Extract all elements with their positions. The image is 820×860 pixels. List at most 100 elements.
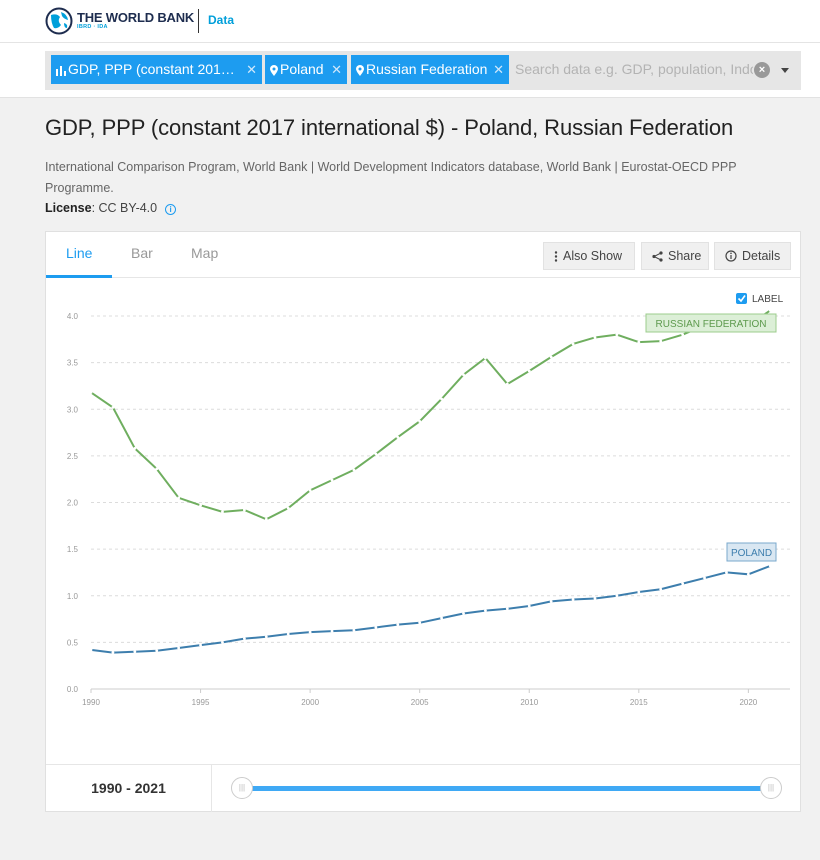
brand-name[interactable]: THE WORLD BANK: [77, 10, 195, 25]
brand-subtitle: IBRD · IDA: [77, 24, 108, 30]
chart-card: Line Bar Map Also Show Share Details 0.0…: [45, 231, 801, 812]
country-chip-poland[interactable]: Poland ✕: [265, 55, 347, 84]
data-point: [505, 382, 509, 386]
data-point: [221, 510, 224, 514]
label-toggle[interactable]: LABEL: [736, 293, 784, 305]
x-tick-label: 1995: [192, 698, 210, 707]
remove-russia-icon[interactable]: ✕: [493, 62, 504, 77]
data-point: [155, 467, 159, 471]
x-tick-label: 2010: [520, 698, 538, 707]
y-tick-label: 4.0: [67, 312, 79, 321]
data-point: [199, 503, 202, 507]
tab-bar[interactable]: Bar: [131, 245, 153, 261]
data-point: [264, 517, 268, 521]
label-toggle-text: LABEL: [752, 294, 784, 305]
remove-indicator-icon[interactable]: ✕: [246, 62, 257, 77]
year-range-label: 1990 - 2021: [46, 765, 212, 812]
active-tab-indicator: [46, 275, 112, 278]
data-point: [374, 452, 378, 456]
data-point: [111, 405, 115, 409]
info-circle-icon: [725, 250, 737, 262]
series-label-russia: RUSSIAN FEDERATION: [645, 313, 777, 333]
data-point: [768, 309, 772, 312]
data-point: [177, 646, 181, 650]
data-point: [308, 630, 312, 634]
info-icon[interactable]: i: [165, 204, 177, 215]
data-point: [396, 435, 400, 439]
year-range-track[interactable]: [242, 786, 772, 791]
data-point: [462, 612, 465, 615]
line-chart: 0.0 0.5 1.0 1.5 2.0 2.5 3.0 3.5 4.0 1990 1995 2000 2…: [67, 293, 790, 707]
y-tick-label: 1.0: [67, 592, 79, 601]
data-point: [549, 599, 553, 603]
data-point: [286, 506, 290, 510]
data-point: [286, 632, 290, 636]
data-point: [396, 623, 400, 627]
series-label-box: [645, 313, 777, 333]
data-point: [221, 640, 224, 644]
series-label-poland: POLAND: [726, 542, 777, 562]
details-label: Details: [742, 249, 781, 263]
checkbox-icon: [736, 293, 747, 304]
license-line: License: CC BY-4.0 i: [45, 201, 177, 215]
data-point: [659, 587, 663, 591]
data-point: [89, 648, 93, 652]
data-point: [242, 508, 246, 512]
data-point: [571, 598, 575, 601]
data-point: [681, 582, 685, 586]
y-tick-label: 2.5: [67, 452, 79, 461]
license-value[interactable]: : CC BY-4.0: [91, 201, 158, 215]
also-show-label: Also Show: [563, 249, 623, 263]
data-point: [352, 468, 356, 472]
data-point: [746, 572, 750, 576]
license-label: License: [45, 201, 92, 215]
y-tick-label: 0.5: [67, 638, 79, 647]
range-start-handle[interactable]: |||: [231, 777, 253, 799]
data-point: [440, 616, 443, 620]
indicator-chip-label: GDP, PPP (constant 2017 international $): [68, 61, 240, 77]
data-point: [418, 419, 422, 423]
map-pin-icon: [270, 65, 278, 76]
data-point: [527, 604, 531, 608]
remove-poland-icon[interactable]: ✕: [331, 62, 342, 77]
tab-line[interactable]: Line: [66, 245, 93, 261]
data-point: [549, 355, 553, 359]
series-label-text: RUSSIAN FEDERATION: [656, 319, 767, 330]
indicator-chip[interactable]: GDP, PPP (constant 2017 international $)…: [51, 55, 262, 84]
share-label: Share: [668, 249, 702, 263]
filter-bar[interactable]: GDP, PPP (constant 2017 international $)…: [45, 51, 801, 90]
vertical-dots-icon: [554, 251, 558, 262]
x-tick-label: 2015: [630, 698, 648, 707]
clear-search-icon[interactable]: ×: [754, 62, 770, 78]
map-pin-icon: [356, 65, 364, 76]
data-point: [308, 488, 312, 492]
data-point: [484, 609, 487, 613]
series-label-box: [726, 542, 777, 562]
section-link-data[interactable]: Data: [208, 13, 235, 27]
year-range-row: 1990 - 2021 ||| |||: [46, 764, 800, 812]
search-input[interactable]: Search data e.g. GDP, population, Indone…: [515, 61, 753, 77]
data-point: [133, 447, 137, 450]
data-point: [725, 571, 728, 574]
also-show-button[interactable]: Also Show: [543, 242, 635, 270]
brand-divider: [198, 9, 199, 33]
bar-chart-icon: [56, 66, 66, 76]
data-point: [352, 628, 356, 632]
filter-band: GDP, PPP (constant 2017 international $)…: [0, 43, 820, 98]
data-point: [615, 594, 619, 598]
range-end-handle[interactable]: |||: [760, 777, 782, 799]
country-chip-russia[interactable]: Russian Federation ✕: [351, 55, 509, 84]
chevron-down-icon[interactable]: [781, 68, 789, 73]
page-title: GDP, PPP (constant 2017 international $)…: [45, 115, 734, 140]
data-point: [330, 629, 334, 633]
data-point: [374, 626, 378, 629]
data-point: [615, 333, 619, 337]
data-point: [768, 564, 772, 568]
world-bank-globe-icon[interactable]: [45, 7, 73, 35]
data-point: [177, 496, 181, 500]
y-tick-label: 1.5: [67, 545, 79, 554]
details-button[interactable]: Details: [714, 242, 791, 270]
share-button[interactable]: Share: [641, 242, 709, 270]
tab-map[interactable]: Map: [191, 245, 219, 261]
data-point: [637, 340, 641, 344]
